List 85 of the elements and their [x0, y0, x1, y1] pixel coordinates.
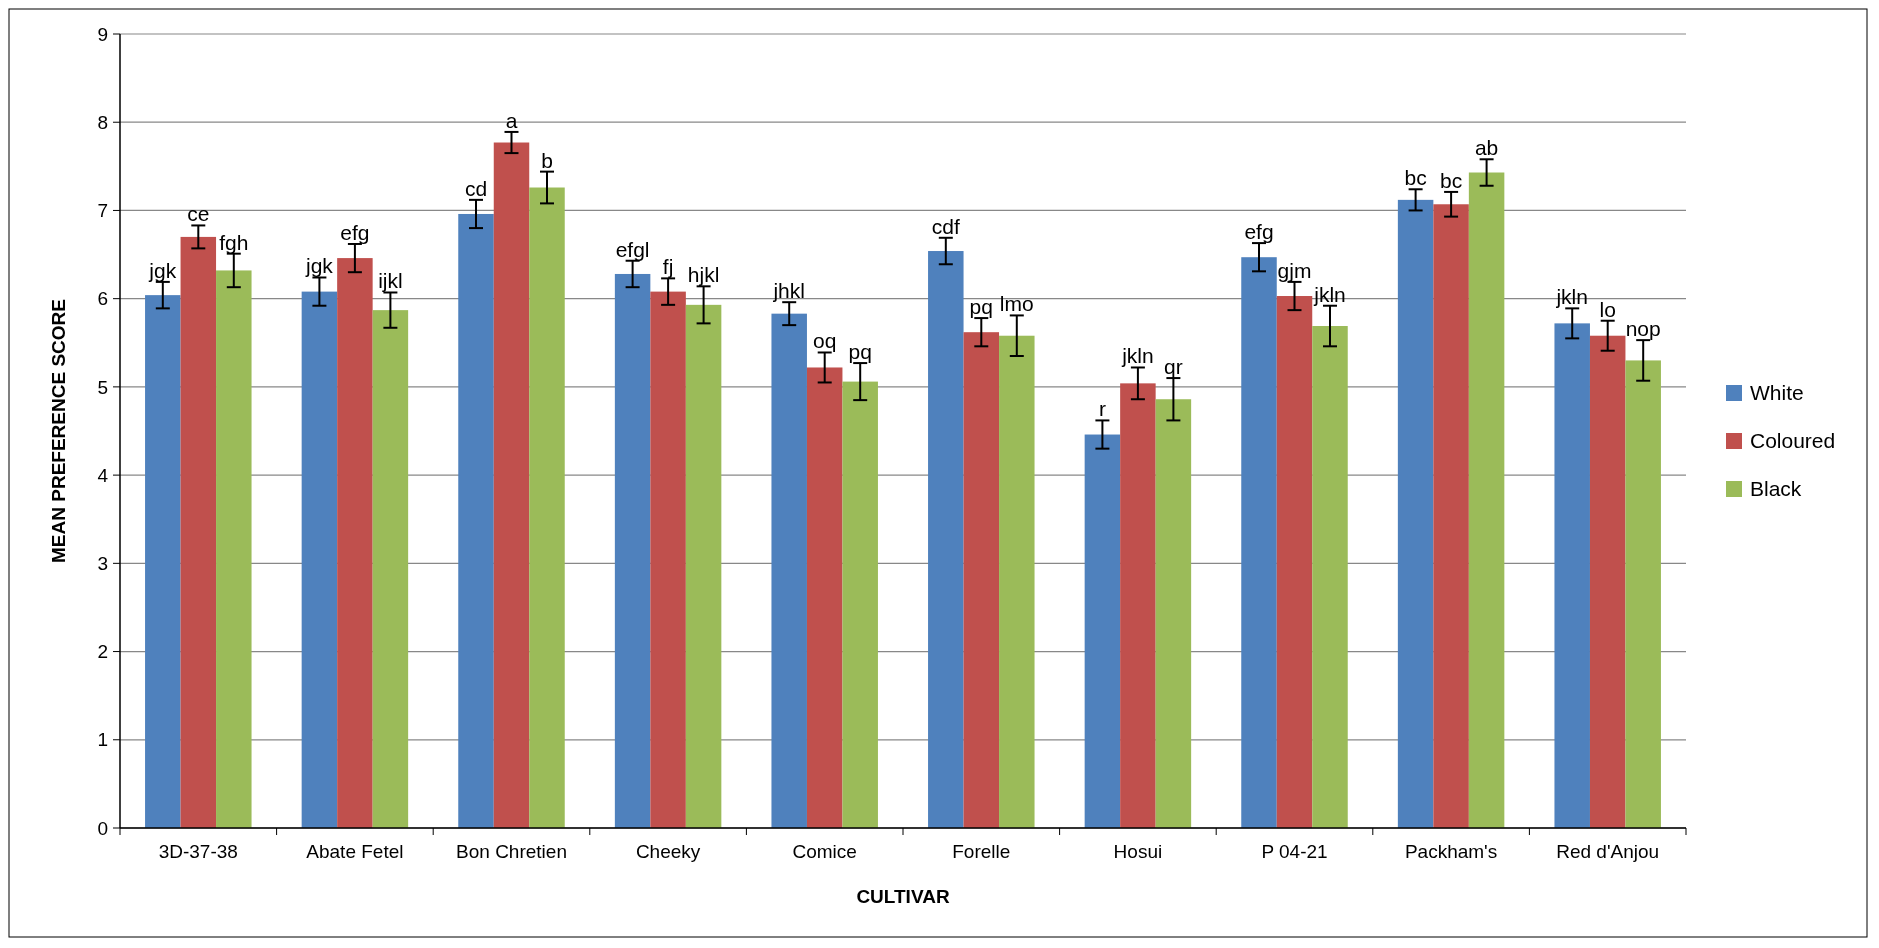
bar [145, 295, 181, 828]
bar [493, 142, 530, 828]
data-label: jkln [1121, 344, 1154, 368]
x-tick-label: Cheeky [635, 841, 701, 862]
bar [1312, 326, 1348, 828]
data-label: jkln [1555, 285, 1588, 309]
y-tick-label: 6 [97, 288, 108, 310]
data-label: jgk [304, 254, 334, 278]
data-label: pq [848, 340, 872, 364]
y-tick-label: 7 [97, 200, 108, 222]
data-label: efg [340, 220, 370, 244]
bar [1625, 360, 1661, 828]
bar [1276, 296, 1313, 828]
bar [337, 258, 373, 828]
data-label: bc [1440, 168, 1463, 192]
legend-label: Coloured [1750, 429, 1836, 453]
data-label: ce [187, 202, 210, 226]
data-label: ab [1474, 136, 1499, 160]
x-tick-label: P 04-21 [1261, 841, 1328, 862]
bar [1241, 257, 1277, 828]
data-label: efg [1244, 220, 1274, 244]
data-label: pq [969, 295, 993, 319]
bar [771, 313, 807, 828]
data-label: cd [464, 176, 488, 200]
bar [928, 251, 964, 828]
data-label: jkln [1313, 282, 1346, 306]
data-label: qr [1164, 355, 1183, 379]
data-label: nop [1625, 317, 1661, 341]
x-tick-label: 3D-37-38 [158, 841, 238, 862]
x-axis-title: CULTIVAR [856, 886, 950, 907]
y-tick-label: 0 [97, 817, 108, 839]
bar [1397, 199, 1434, 828]
y-tick-label: 2 [97, 641, 108, 663]
x-tick-label: Hosui [1113, 841, 1163, 862]
data-label: jgk [148, 258, 177, 282]
bar [842, 381, 878, 828]
data-label: lmo [999, 292, 1034, 316]
bar [1589, 335, 1626, 828]
data-label: cdf [931, 214, 960, 238]
y-tick-label: 5 [97, 376, 108, 398]
x-tick-label: Red d'Anjou [1556, 841, 1660, 862]
bar [1120, 383, 1156, 828]
data-label: fgh [219, 230, 249, 254]
bar [529, 187, 565, 828]
bar [614, 273, 651, 828]
bar [458, 213, 494, 828]
data-label: fj [662, 255, 674, 279]
y-tick-label: 8 [97, 111, 108, 133]
y-tick-label: 4 [97, 464, 109, 486]
bar [650, 291, 686, 828]
legend-label: White [1750, 381, 1804, 405]
bar [1084, 434, 1121, 828]
x-tick-label: Comice [792, 841, 857, 862]
bar [963, 332, 1000, 828]
bar [1554, 323, 1590, 828]
y-tick-label: 1 [97, 729, 108, 751]
data-label: efgl [615, 237, 650, 261]
data-label: lo [1599, 297, 1616, 321]
bar [1468, 172, 1505, 828]
bar [216, 270, 252, 828]
bar [806, 367, 843, 828]
y-tick-label: 3 [97, 552, 108, 574]
data-label: hjkl [687, 263, 720, 287]
x-tick-label: Abate Fetel [306, 841, 404, 862]
bar [180, 236, 217, 828]
bar [372, 310, 409, 828]
data-label: gjm [1277, 258, 1312, 282]
data-label: oq [813, 329, 837, 353]
legend-label: Black [1750, 477, 1802, 501]
y-tick-label: 9 [97, 23, 108, 45]
bar [1155, 399, 1192, 828]
data-label: a [505, 108, 518, 132]
bar [1433, 204, 1469, 828]
data-label: b [541, 148, 553, 172]
x-tick-label: Forelle [952, 841, 1011, 862]
data-label: bc [1404, 166, 1427, 190]
x-tick-label: Packham's [1404, 841, 1498, 862]
data-label: ijkl [378, 269, 403, 293]
data-label: r [1098, 397, 1106, 421]
data-label: jhkl [772, 279, 805, 303]
y-axis-title: MEAN PREFERENCE SCORE [48, 299, 69, 563]
bar [301, 291, 338, 828]
x-tick-label: Bon Chretien [456, 841, 567, 862]
bar [685, 304, 722, 828]
bar [999, 335, 1035, 828]
